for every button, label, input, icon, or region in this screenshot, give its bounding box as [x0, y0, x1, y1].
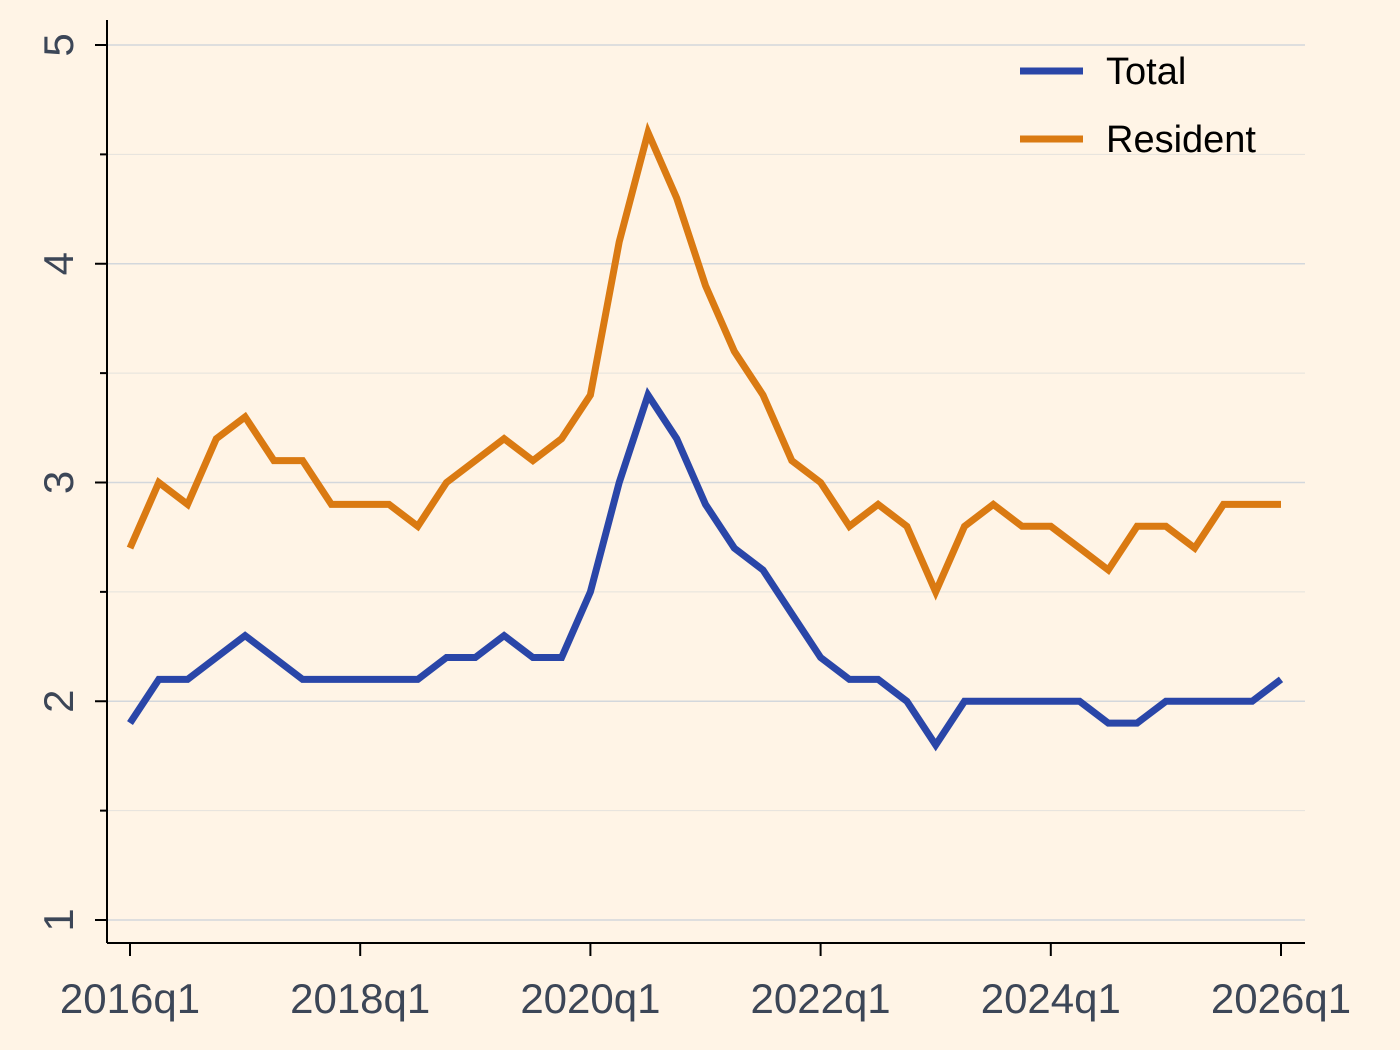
legend-label-total: Total	[1106, 51, 1186, 93]
series-line-resident	[126, 121, 1281, 601]
x-tick-label: 2016q1	[60, 975, 200, 1022]
y-tick-label: 4	[35, 252, 82, 275]
series-lines	[126, 121, 1284, 752]
x-tick-label: 2024q1	[981, 975, 1121, 1022]
y-axis-ticks: 1 2 3 4 5	[35, 33, 107, 932]
x-tick-label: 2020q1	[520, 975, 660, 1022]
legend: Total Resident	[1020, 51, 1256, 161]
y-tick-label: 3	[35, 471, 82, 494]
legend-label-resident: Resident	[1106, 119, 1256, 161]
y-tick-label: 1	[35, 908, 82, 931]
x-tick-label: 2026q1	[1211, 975, 1351, 1022]
x-axis-ticks: 2016q1 2018q1 2020q1 2022q1 2024q1 2026q1	[60, 943, 1351, 1022]
y-tick-label: 5	[35, 33, 82, 56]
gridlines	[108, 44, 1305, 921]
y-tick-label: 2	[35, 690, 82, 713]
x-tick-label: 2018q1	[290, 975, 430, 1022]
series-line-total	[127, 387, 1284, 752]
x-tick-label: 2022q1	[751, 975, 891, 1022]
